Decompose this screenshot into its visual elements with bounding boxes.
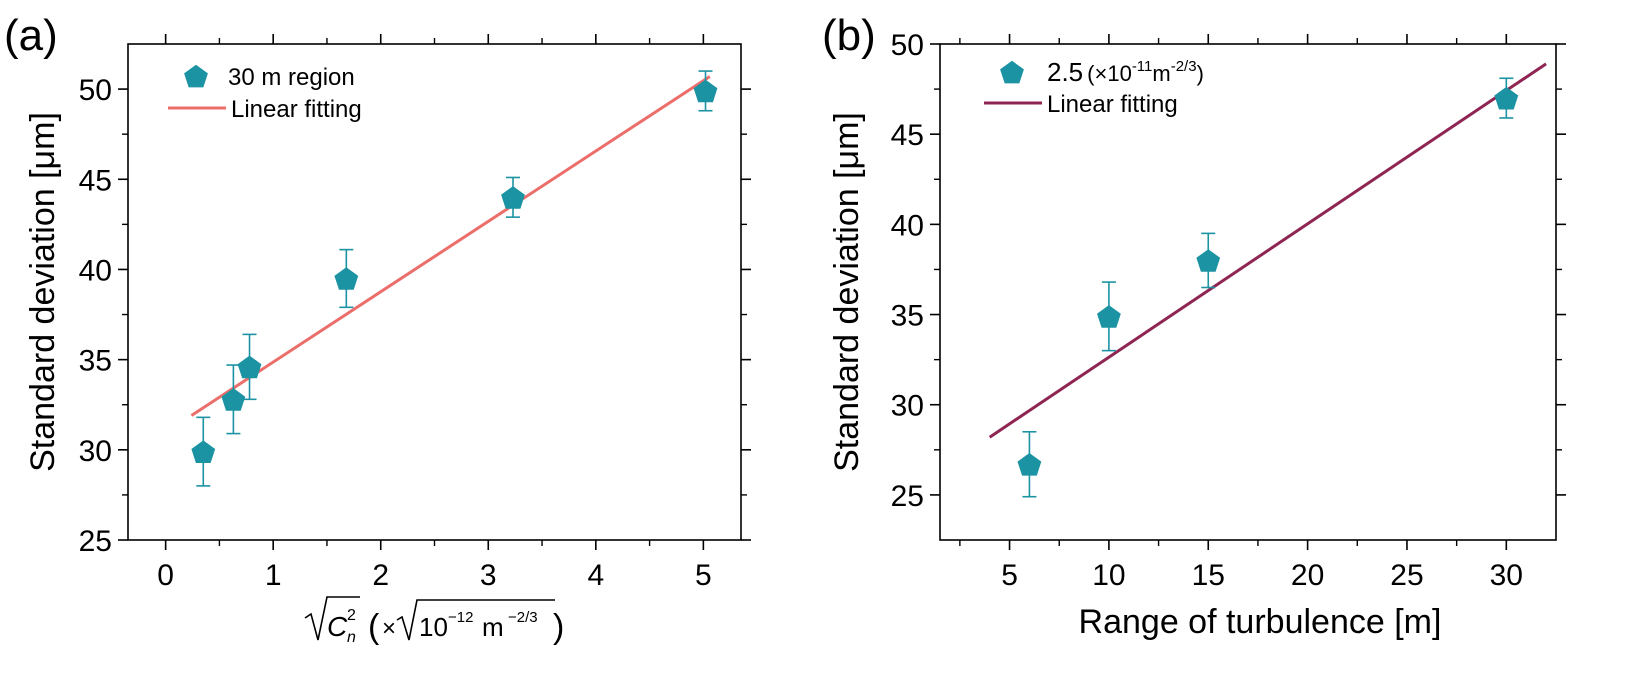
base-10: 10 bbox=[419, 612, 448, 642]
legend-exp2: -2/3 bbox=[1171, 58, 1197, 75]
panel-label: (a) bbox=[4, 11, 58, 60]
legend-label-series: 30 m region bbox=[228, 64, 355, 91]
data-point-pentagon bbox=[221, 388, 246, 411]
times-sign: × bbox=[382, 615, 396, 642]
x-tick-label: 20 bbox=[1291, 559, 1324, 592]
plot-frame bbox=[939, 43, 1557, 541]
y-tick-label: 25 bbox=[891, 480, 924, 513]
unit-m: m bbox=[482, 612, 504, 642]
x-axis-title: C2 n (× 10−12 m −2/3) bbox=[327, 607, 564, 646]
data-point-pentagon bbox=[693, 79, 718, 103]
y-tick-label: 30 bbox=[891, 390, 924, 423]
y-tick-label: 25 bbox=[79, 525, 112, 558]
y-axis-title: Standard deviation [μm] bbox=[828, 112, 866, 472]
data-point-pentagon bbox=[1196, 249, 1221, 272]
y-tick-label: 50 bbox=[79, 74, 112, 107]
exponent-12: −12 bbox=[448, 609, 473, 626]
legend-unit: m bbox=[1152, 61, 1170, 86]
linear-fit-line bbox=[190, 75, 711, 417]
x-tick-label: 5 bbox=[1001, 559, 1018, 592]
legend-open: (×10 bbox=[1087, 61, 1132, 86]
x-axis-title: Range of turbulence [m] bbox=[1079, 603, 1442, 641]
x-tick-label: 0 bbox=[157, 559, 174, 592]
y-tick-label: 35 bbox=[891, 300, 924, 333]
y-tick-label: 40 bbox=[79, 254, 112, 287]
legend-marker-pentagon bbox=[1000, 60, 1024, 84]
x-tick-label: 25 bbox=[1390, 559, 1423, 592]
open-paren: ( bbox=[368, 608, 380, 646]
panel-label: (b) bbox=[822, 11, 876, 60]
x-tick-label: 4 bbox=[587, 559, 604, 592]
data-point-pentagon bbox=[237, 355, 262, 379]
y-axis-title: Standard deviation [μm] bbox=[24, 112, 62, 472]
y-tick-label: 35 bbox=[79, 345, 112, 378]
data-point-pentagon bbox=[501, 186, 525, 209]
data-point-pentagon bbox=[334, 267, 359, 290]
legend-label-series: 2.5 (×10-11m-2/3) bbox=[1047, 57, 1204, 87]
legend-close: ) bbox=[1197, 61, 1204, 86]
x-tick-label: 10 bbox=[1092, 559, 1125, 592]
sqrt-symbol bbox=[304, 596, 360, 641]
data-point-pentagon bbox=[191, 440, 216, 463]
x-tick-label: 1 bbox=[265, 559, 282, 592]
linear-fit-line bbox=[988, 62, 1547, 439]
legend-marker-pentagon bbox=[184, 64, 208, 88]
x-tick-label: 15 bbox=[1192, 559, 1225, 592]
plot-frame bbox=[127, 43, 742, 541]
data-point-pentagon bbox=[1494, 86, 1519, 110]
x-tick-label: 5 bbox=[695, 559, 712, 592]
x-tick-label: 30 bbox=[1490, 559, 1523, 592]
y-tick-label: 45 bbox=[79, 164, 112, 197]
c-letter: C bbox=[327, 611, 348, 642]
data-point-pentagon bbox=[1097, 305, 1121, 328]
legend-value: 2.5 bbox=[1047, 57, 1083, 87]
y-tick-label: 45 bbox=[891, 119, 924, 152]
y-tick-label: 40 bbox=[891, 209, 924, 242]
c-superscript: 2 bbox=[347, 607, 356, 624]
legend-exp1: -11 bbox=[1132, 58, 1153, 75]
exponent-2-3: −2/3 bbox=[508, 609, 538, 626]
legend-label-fit: Linear fitting bbox=[1047, 91, 1178, 118]
x-tick-label: 2 bbox=[372, 559, 389, 592]
data-point-pentagon bbox=[1017, 453, 1042, 476]
x-tick-label: 3 bbox=[480, 559, 497, 592]
y-tick-label: 30 bbox=[79, 435, 112, 468]
sqrt-symbol-inner bbox=[396, 599, 555, 641]
panel-b-scatter-chart: (b) 5 10 15 20 25 30 25 30 35 40 45 50 Standard devia… bbox=[822, 11, 1566, 641]
c-subscript: n bbox=[347, 629, 356, 646]
close-paren: ) bbox=[553, 608, 564, 646]
legend-label-fit: Linear fitting bbox=[231, 96, 362, 123]
y-tick-label: 50 bbox=[891, 29, 924, 62]
